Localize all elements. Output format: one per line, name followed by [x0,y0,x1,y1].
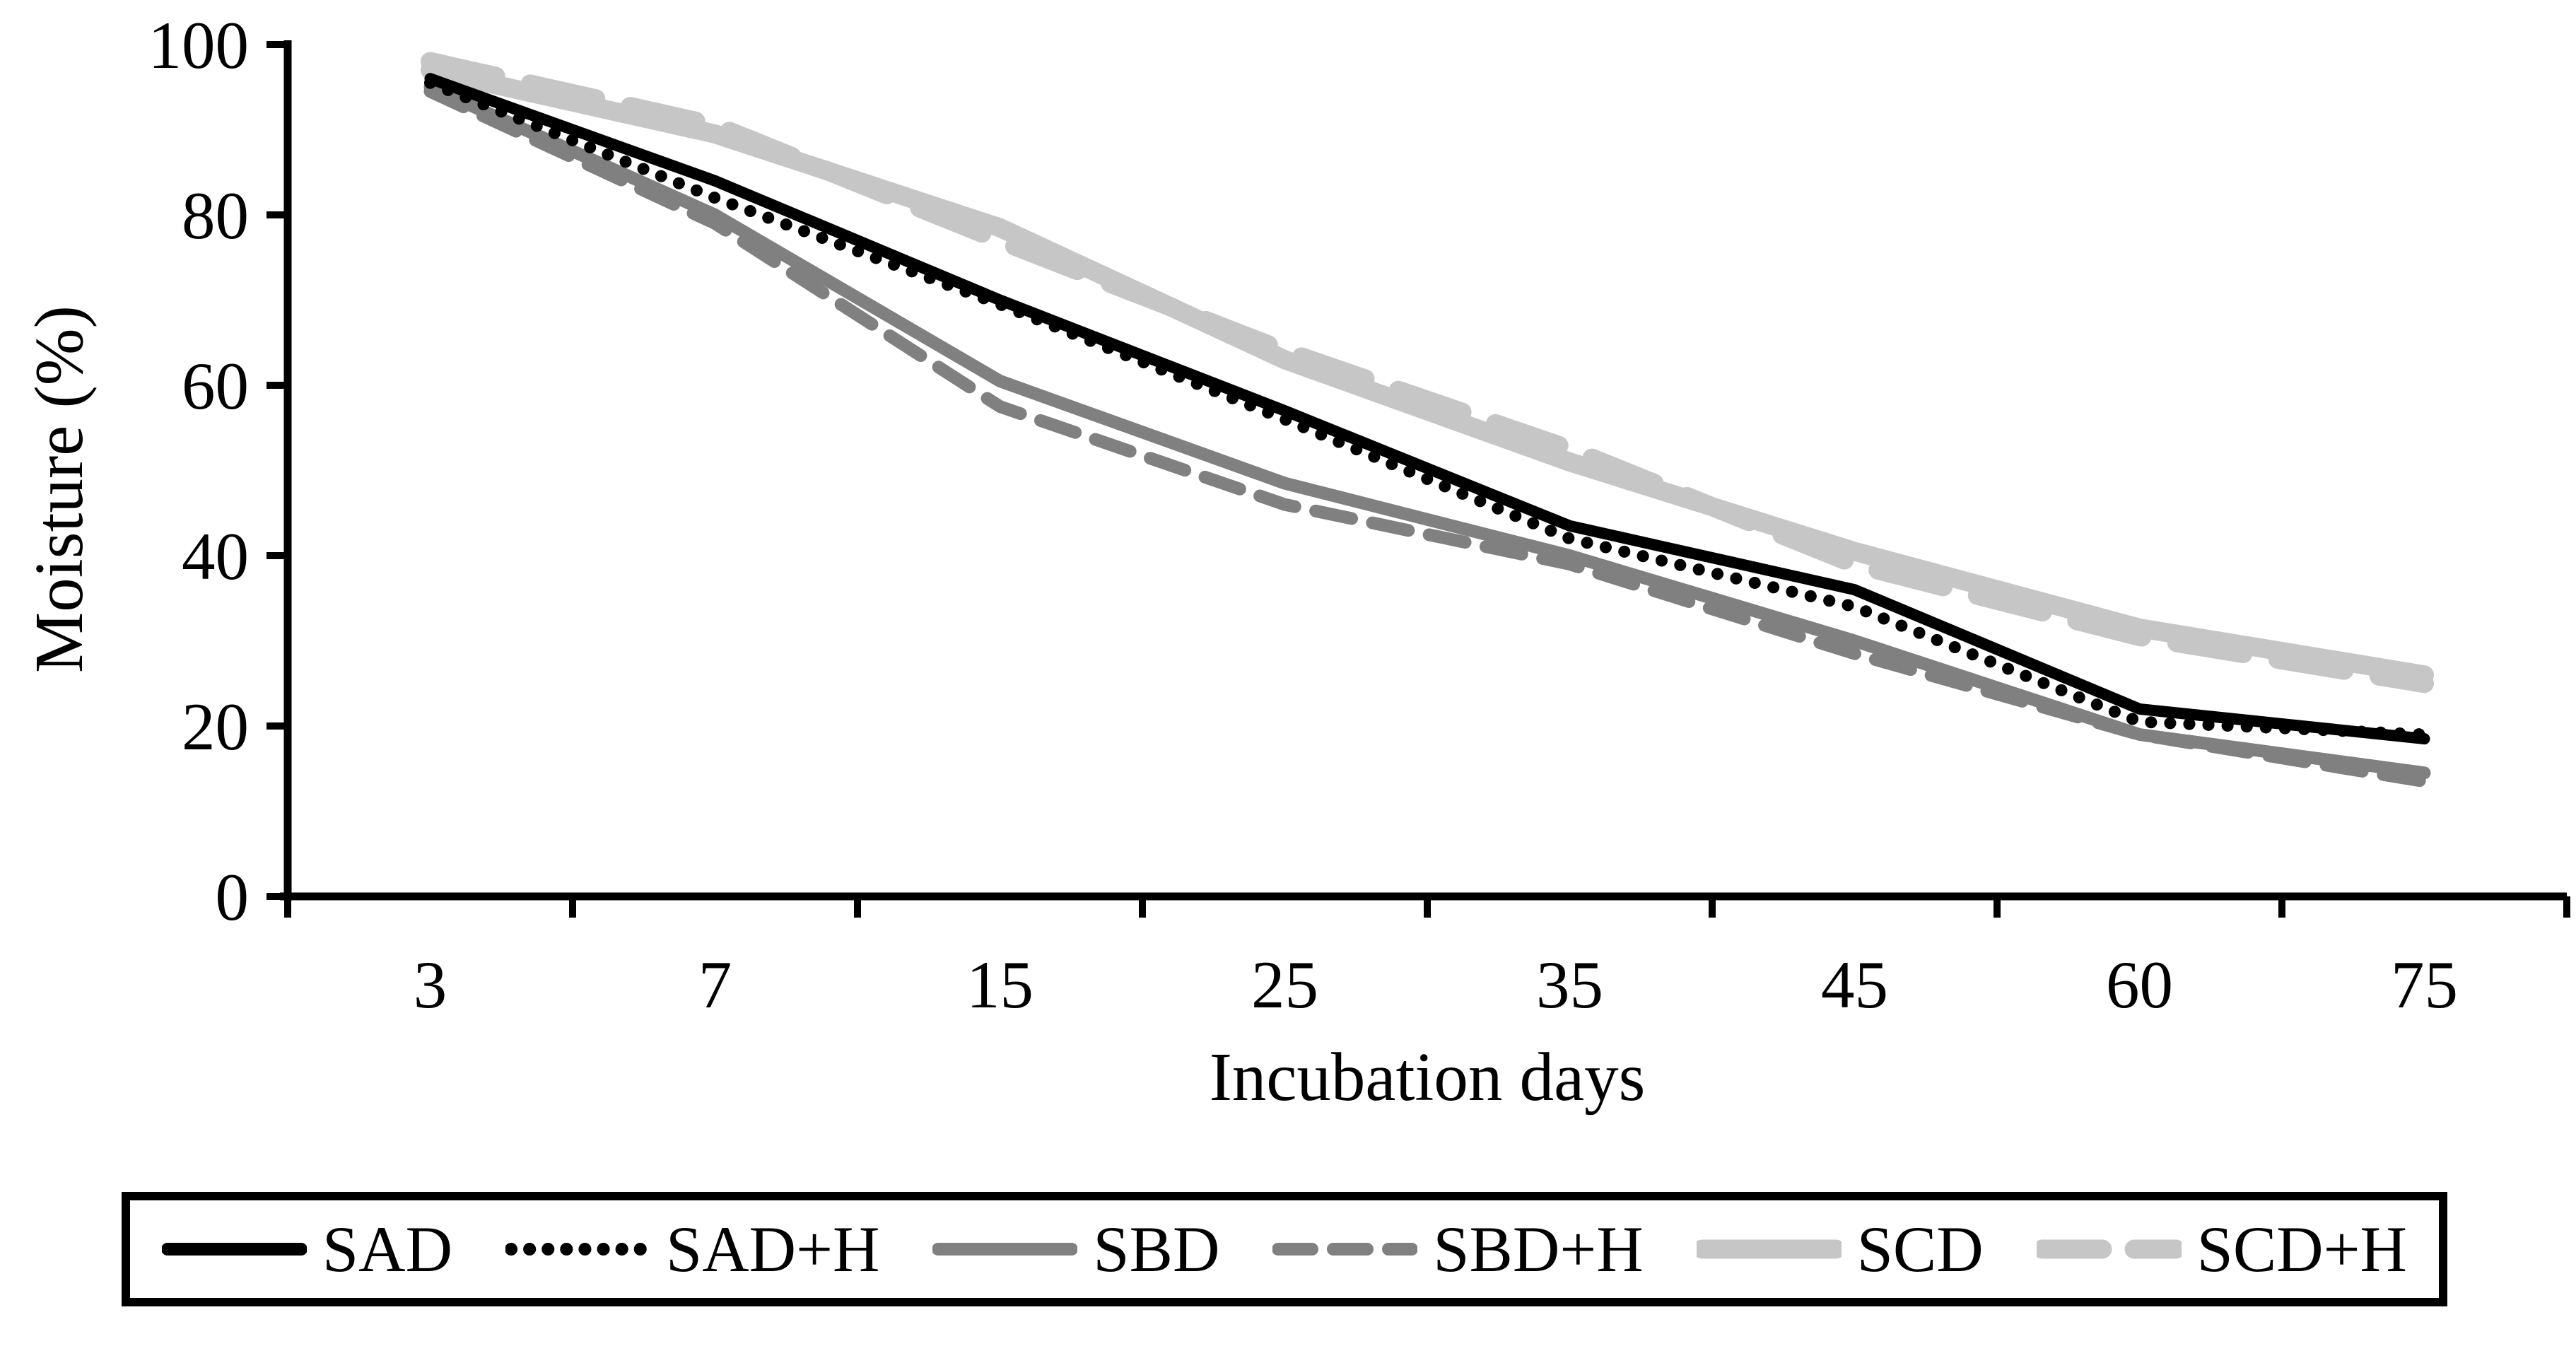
legend-label: SBD [1093,1213,1220,1285]
x-tick-label: 60 [2106,947,2173,1022]
legend-label: SCD [1856,1213,1984,1285]
y-tick-label: 20 [182,689,249,764]
legend-item-SCD+H: SCD+H [2036,1212,2407,1287]
x-tick-label: 15 [966,947,1034,1022]
y-axis-title: Moisture (%) [21,305,97,673]
legend-label: SCD+H [2196,1213,2407,1285]
chart-legend: SAD SAD+H SBD SBD+H SCD SCD+H [122,1192,2447,1306]
y-tick-label: 40 [182,519,249,594]
legend-swatch-solid-line [1696,1239,1842,1259]
legend-swatch-solid-line [932,1243,1078,1256]
legend-item-SCD: SCD [1696,1212,1984,1287]
x-tick-label: 25 [1251,947,1318,1022]
legend-label: SAD [322,1213,453,1285]
legend-swatch-dotted-line [505,1243,651,1256]
x-axis-title: Incubation days [1209,1039,1646,1115]
legend-swatch-long-dash-line [2036,1239,2182,1259]
chart-plot-area: 0 20 40 60 80 100 3 7 15 25 35 45 60 75 [148,8,2570,1022]
x-tick-label: 3 [414,947,447,1022]
x-tick-label: 35 [1536,947,1603,1022]
x-tick-label: 45 [1821,947,1888,1022]
legend-swatch-solid-line [162,1243,307,1256]
legend-item-SAD+H: SAD+H [505,1212,879,1287]
legend-swatch-dashed-line [1272,1243,1418,1256]
legend-item-SBD: SBD [932,1212,1219,1287]
series-line-SBD+H [423,85,2431,788]
series-line-SCD [421,60,2434,685]
legend-label: SBD+H [1433,1213,1644,1285]
series-line-SCD+H [421,52,2434,694]
x-tick-label: 75 [2391,947,2458,1022]
x-tick-label: 7 [698,947,732,1022]
series-line-SBD [423,81,2431,780]
legend-item-SAD: SAD [162,1212,452,1287]
series-line-SAD [424,73,2430,745]
y-tick-label: 80 [182,178,249,253]
series-line-SAD+H [424,76,2430,741]
legend-item-SBD+H: SBD+H [1272,1212,1644,1287]
y-tick-label: 60 [182,349,249,423]
legend-label: SAD+H [666,1213,880,1285]
y-tick-label: 100 [148,8,250,83]
y-tick-label: 0 [216,860,250,935]
